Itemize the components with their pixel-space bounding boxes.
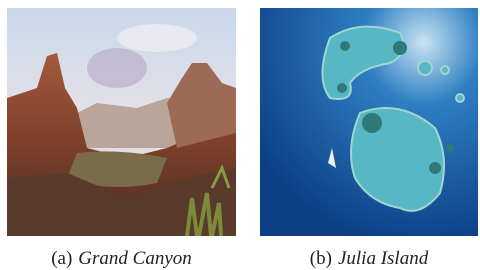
subfigure-caption: Grand Canyon bbox=[78, 248, 191, 269]
caption-a: (a) Grand Canyon bbox=[7, 248, 236, 270]
subfigure-label: (a) bbox=[51, 248, 72, 269]
caption-b: (b) Julia Island bbox=[260, 248, 478, 270]
grand-canyon-image bbox=[7, 8, 236, 236]
julia-island-image bbox=[260, 8, 478, 236]
subfigure-caption: Julia Island bbox=[338, 248, 428, 269]
figure: (a) Grand Canyon (b) Julia Island bbox=[0, 0, 480, 270]
subfigure-label: (b) bbox=[310, 248, 332, 269]
